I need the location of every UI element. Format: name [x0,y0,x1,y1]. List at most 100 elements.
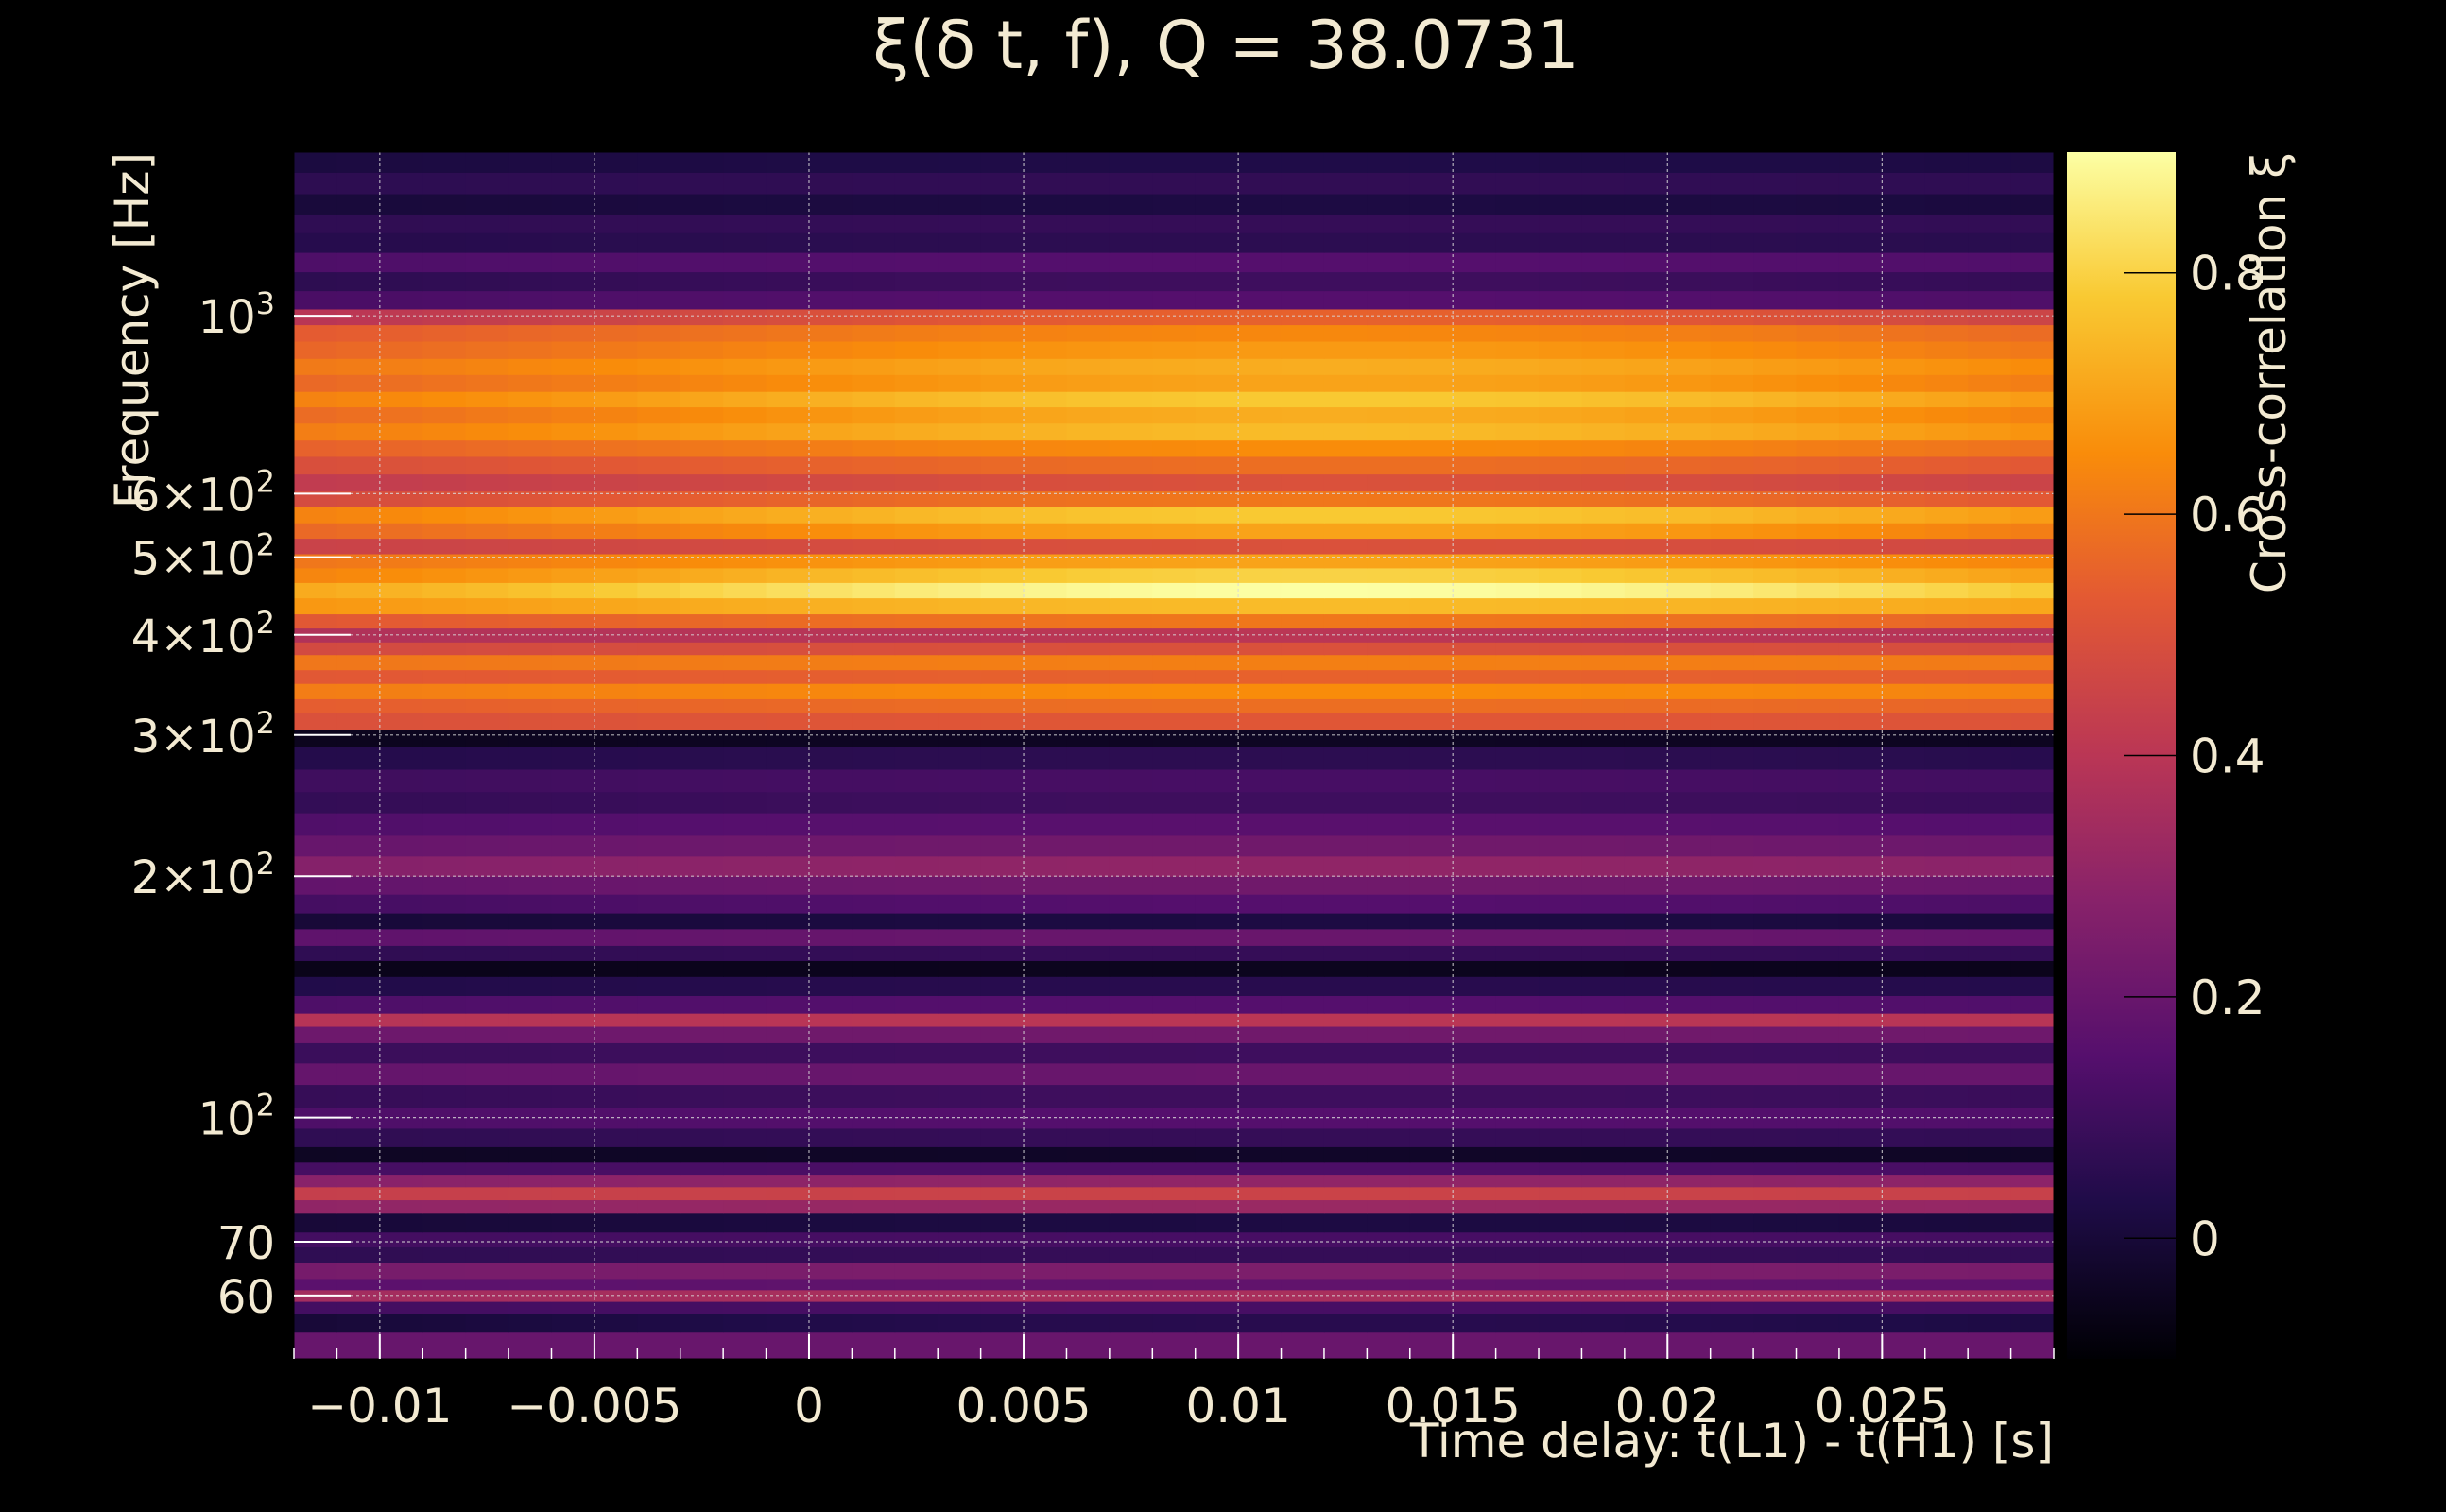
heatmap-cell [1539,1231,1583,1247]
heatmap-cell [508,698,553,713]
heatmap-cell [980,976,1025,996]
heatmap-cell [808,439,853,457]
heatmap-cell [1495,1301,1540,1314]
heatmap-cell [637,374,681,392]
heatmap-cell [1796,855,1840,877]
heatmap-cell [1323,252,1368,273]
heatmap-cell [379,374,423,392]
heatmap-cell [1667,374,1712,392]
heatmap-cell [766,1199,810,1214]
heatmap-cell [723,1174,767,1188]
heatmap-cell [808,152,853,173]
heatmap-cell [1710,1301,1754,1314]
heatmap-cell [1281,1161,1325,1176]
heatmap-cell [508,960,553,977]
x-axis: −0.01 −0.005 0 0.005 0.01 0.015 0.02 0.025 [293,1334,2055,1434]
heatmap-cell [1838,1127,1883,1147]
heatmap-cell [551,582,595,599]
heatmap-cell [1024,1107,1068,1129]
heatmap-cell [594,252,638,273]
heatmap-cell [1495,960,1540,977]
heatmap-cell [938,1042,982,1064]
heatmap-cell [465,324,509,342]
heatmap-cell [465,152,509,173]
heatmap-cell [1667,1042,1712,1064]
heatmap-cell [508,193,553,215]
heatmap-cell [766,894,810,914]
heatmap-cell [1109,214,1153,233]
heatmap-cell [1710,567,1754,583]
heatmap-cell [1581,768,1626,793]
heatmap-cell [808,960,853,977]
heatmap-cell [1924,214,1969,233]
heatmap-cell [1624,152,1668,173]
heatmap-cell [551,567,595,583]
heatmap-cell [938,473,982,491]
heatmap-cell [2010,1212,2054,1233]
heatmap-cell [1539,928,1583,946]
heatmap-cell [336,214,381,233]
heatmap-cell [1495,1062,1540,1086]
heatmap-cell [1710,698,1754,713]
heatmap-cell [1195,1278,1239,1291]
heatmap-cell [594,340,638,359]
heatmap-cell [1495,1161,1540,1176]
heatmap-cell [1281,698,1325,713]
heatmap-cell [1838,1161,1883,1176]
heatmap-cell [1753,1161,1798,1176]
heatmap-cell [723,490,767,507]
heatmap-cell [680,1212,724,1233]
heatmap-cell [723,406,767,424]
heatmap-cell [465,913,509,930]
heatmap-cell [1495,1025,1540,1043]
heatmap-cell [1624,928,1668,946]
heatmap-cell [594,1127,638,1147]
heatmap-cell [379,683,423,699]
heatmap-cell [294,422,338,441]
heatmap-cell [1367,252,1411,273]
heatmap-cell [1924,172,1969,195]
heatmap-cell [508,976,553,996]
heatmap-cell [1281,193,1325,215]
heatmap-cell [1624,791,1668,814]
heatmap-cell [1195,1231,1239,1247]
heatmap-cell [1409,768,1454,793]
heatmap-cell [1367,439,1411,457]
heatmap-cell [1024,1127,1068,1147]
heatmap-cell [1109,813,1153,836]
heatmap-cell [294,729,338,747]
heatmap-cell [2010,627,2054,643]
heatmap-cell [1323,538,1368,555]
heatmap-cell [1624,1127,1668,1147]
heatmap-cell [1796,1084,1840,1108]
heatmap-cell [1066,1231,1111,1247]
heatmap-cell [1753,1278,1798,1291]
heatmap-cell [2010,1231,2054,1247]
heatmap-cell [2010,374,2054,392]
heatmap-cell [1238,945,1283,961]
heatmap-cell [551,945,595,961]
heatmap-cell [1409,1246,1454,1263]
heatmap-cell [422,894,467,914]
heatmap-cell [1838,654,1883,671]
heatmap-cell [1796,1042,1840,1064]
heatmap-cell [723,374,767,392]
heatmap-cell [422,232,467,253]
heatmap-cell [980,523,1025,540]
heatmap-cell [723,768,767,793]
heatmap-cell [551,713,595,730]
heatmap-cell [1581,1262,1626,1280]
heatmap-cell [1924,422,1969,441]
heatmap-cell [723,193,767,215]
heatmap-cell [1624,232,1668,253]
heatmap-cell [2010,1313,2054,1333]
heatmap-cell [1924,597,1969,615]
heatmap-cell [1539,791,1583,814]
heatmap-cell [1838,928,1883,946]
heatmap-cell [1882,1127,1926,1147]
heatmap-cell [1539,582,1583,599]
heatmap-cell [2010,538,2054,555]
heatmap-cell [294,976,338,996]
heatmap-cell [1367,669,1411,684]
heatmap-cell [1924,473,1969,491]
